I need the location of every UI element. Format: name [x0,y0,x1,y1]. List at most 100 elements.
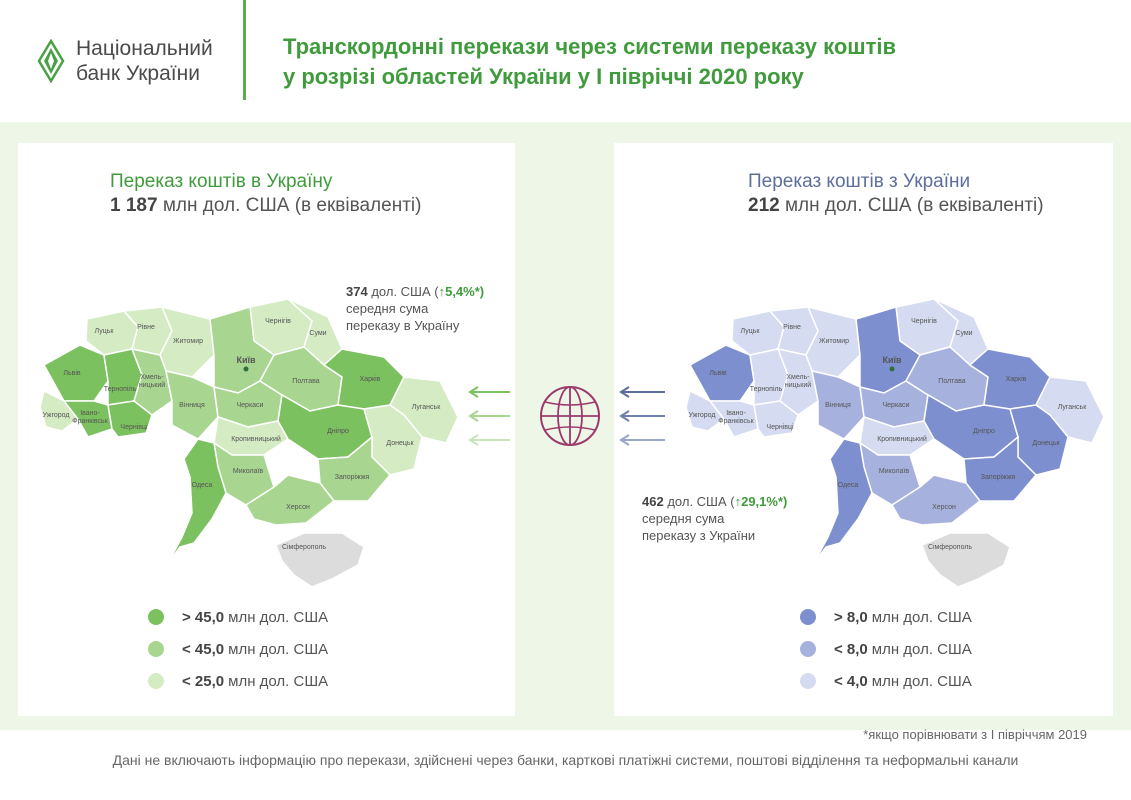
panel-in-amount: 1 187 млн дол. США (в еквіваленті) [110,194,421,218]
nbu-logo-icon [37,39,65,83]
avg-in-line2: середня сума [346,301,429,316]
arrows-out [619,386,665,446]
region-kherson [244,474,336,526]
region-chernivtsi [107,400,153,438]
map-in-svg: Луцьк Рівне Житомир Чернігів Суми Київ Львів Те… [39,298,459,588]
region-label-zaporizhzhia: Запоріжжя [335,473,370,481]
legend-out-row-3: < 4,0 млн дол. США [800,665,972,697]
region-label-ivano: Івано-Франківськ [718,410,754,425]
region-label-cherkasy: Черкаси [237,402,264,409]
legend-out-op-2: < 8,0 [834,640,868,658]
region-label-ivano: Івано-Франківськ [72,410,108,425]
panel-transfers-out: Переказ коштів з України 212 млн дол. СШ… [614,143,1113,716]
region-crimea [921,532,1011,588]
region-label-lviv: Львів [709,369,727,377]
region-label-zhytomyr: Житомир [819,338,849,345]
logo-line2: банк України [76,62,200,85]
avg-out-change: ↑29,1%*) [734,494,788,509]
footnote: *якщо порівнювати з І півріччям 2019 [863,727,1087,742]
legend-in: > 45,0 млн дол. США < 45,0 млн дол. США … [148,601,328,697]
legend-out-text-2: млн дол. США [871,640,972,658]
avg-in-change: ↑5,4%*) [438,284,485,299]
region-label-kharkiv: Харків [1006,375,1027,383]
avg-in-line3: переказу в Україну [346,318,460,333]
legend-out-row-1: > 8,0 млн дол. США [800,601,972,633]
legend-in-dot-light [148,673,164,689]
region-label-vinnytsia: Вінниця [825,401,851,409]
legend-out-text-3: млн дол. США [871,672,972,690]
region-chernivtsi [753,400,799,438]
arrows-in [468,386,510,446]
region-label-sumy: Суми [955,330,972,337]
legend-out-row-2: < 8,0 млн дол. США [800,633,972,665]
region-label-kherson: Херсон [286,504,310,511]
region-label-chernivtsi: Чернівці [120,423,148,431]
region-label-dnipro: Дніпро [327,427,349,435]
map-out: Луцьк Рівне Житомир Чернігів Суми Київ Львів Те… [678,293,1118,593]
legend-out-dot-light [800,673,816,689]
region-label-kropyvnytskyi: Кропивницький [231,435,281,443]
region-label-zhytomyr: Житомир [173,338,203,345]
region-label-mykolaiv: Миколаїв [233,468,264,475]
region-label-kyiv: Київ [882,355,902,365]
region-label-ternopil: Тернопіль [104,385,137,393]
panel-in-amount-value: 1 187 [110,195,158,216]
region-label-donetsk: Донецьк [386,440,414,447]
panel-in-amount-unit: млн дол. США (в еквіваленті) [162,195,422,216]
header-divider [243,0,246,100]
region-label-donetsk: Донецьк [1032,440,1060,447]
region-label-kharkiv: Харків [360,375,381,383]
legend-in-dot-dark [148,609,164,625]
logo-line1: Національний [76,37,213,60]
legend-in-text-1: млн дол. США [228,608,329,626]
region-label-kherson: Херсон [932,504,956,511]
legend-out-text-1: млн дол. США [871,608,972,626]
region-label-odesa: Одеса [838,482,859,489]
region-label-kropyvnytskyi: Кропивницький [877,435,927,443]
region-label-lviv: Львів [63,369,81,377]
region-khmelnytskyi [776,347,819,416]
panel-out-title: Переказ коштів з України [748,171,971,192]
region-label-luhansk: Луганськ [412,404,441,411]
title-line1: Транскордонні перекази через системи пер… [283,34,897,59]
title-line2: у розрізі областей України у І півріччі … [283,64,804,89]
region-label-ternopil: Тернопіль [750,385,783,393]
region-odesa [167,438,227,564]
panel-transfers-in: Переказ коштів в Україну 1 187 млн дол. … [18,143,515,716]
region-label-uzhhorod: Ужгород [689,412,716,419]
region-label-odesa: Одеса [192,482,213,489]
arrow-out-1-head [619,386,630,398]
legend-in-op-1: > 45,0 [182,608,225,626]
arrow-in-2-head [468,410,479,422]
region-label-dnipro: Дніпро [973,427,995,435]
legend-out-dot-dark [800,609,816,625]
legend-in-row-1: > 45,0 млн дол. США [148,601,328,633]
avg-out-unit: дол. США ( [667,494,735,509]
map-out-svg: Луцьк Рівне Житомир Чернігів Суми Київ Львів Те… [685,298,1105,588]
region-label-simferopol: Сімферополь [928,543,972,551]
region-label-rivne: Рівне [783,323,801,331]
region-label-kyiv: Київ [236,355,256,365]
avg-in-value: 374 [346,284,368,299]
avg-out-value: 462 [642,494,664,509]
legend-in-row-3: < 25,0 млн дол. США [148,665,328,697]
legend-out-op-3: < 4,0 [834,672,868,690]
region-label-vinnytsia: Вінниця [179,401,205,409]
logo-text: Національний банк України [76,36,213,86]
region-label-lutsk: Луцьк [95,328,115,335]
arrow-in-3-head [468,434,479,446]
avg-in: 374 дол. США (↑5,4%*) середня сума перек… [346,283,484,334]
region-label-chernihiv: Чернігів [265,317,291,325]
region-vinnytsia [811,370,865,440]
region-label-khmelnytskyi: Хмель-ницький [785,374,811,389]
region-label-poltava: Полтава [938,378,966,385]
avg-out-line3: переказу з України [642,528,756,543]
globe-icon [540,386,600,446]
legend-out: > 8,0 млн дол. США < 8,0 млн дол. США < … [800,601,972,697]
header: Національний банк України Транскордонні … [0,0,1131,120]
avg-out-line2: середня сума [642,511,725,526]
region-label-khmelnytskyi: Хмель-ницький [139,374,165,389]
region-label-chernihiv: Чернігів [911,317,937,325]
region-label-sumy: Суми [309,330,326,337]
avg-in-unit: дол. США ( [371,284,439,299]
